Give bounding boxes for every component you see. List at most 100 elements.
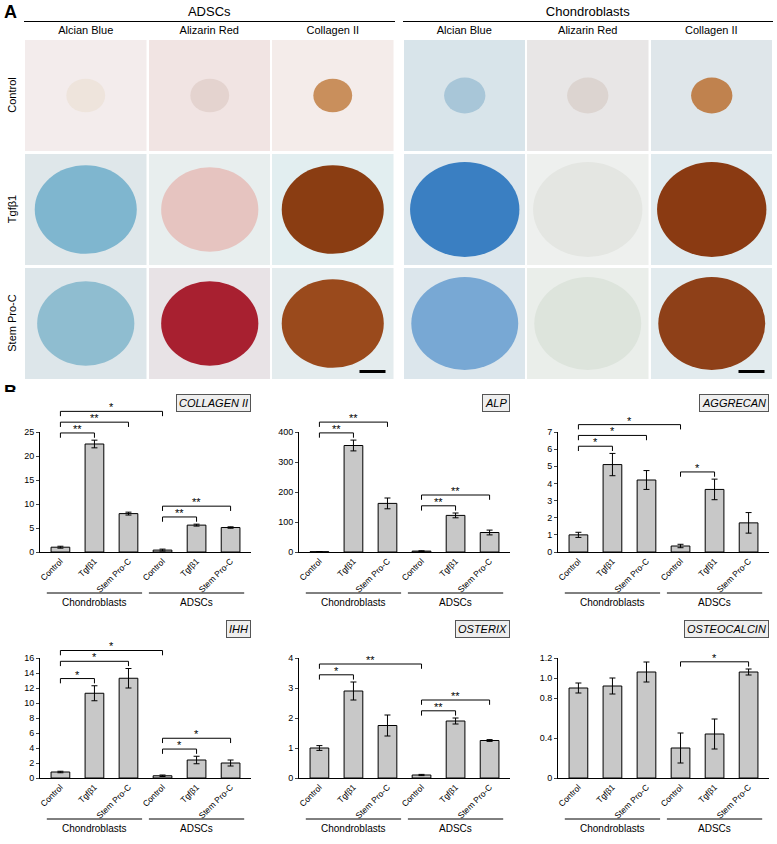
svg-text:Control: Control — [399, 782, 426, 809]
svg-text:Stem Pro-C: Stem Pro-C — [94, 556, 132, 594]
svg-text:*: * — [695, 462, 700, 474]
svg-text:2: 2 — [29, 758, 34, 768]
svg-text:15: 15 — [24, 475, 34, 485]
svg-text:Stem Pro-C: Stem Pro-C — [612, 556, 650, 594]
svg-text:Control: Control — [297, 556, 324, 583]
svg-text:100: 100 — [278, 517, 293, 527]
svg-text:**: ** — [349, 412, 358, 424]
svg-text:7: 7 — [547, 427, 552, 437]
svg-text:COLLAGEN II: COLLAGEN II — [179, 397, 248, 409]
svg-text:Control: Control — [658, 782, 685, 809]
svg-text:OSTEOCALCIN: OSTEOCALCIN — [687, 623, 766, 635]
svg-text:Stem Pro-C: Stem Pro-C — [197, 556, 235, 594]
svg-text:Stem Pro-C: Stem Pro-C — [94, 782, 132, 820]
svg-text:ADSCs: ADSCs — [180, 597, 213, 608]
svg-text:*: * — [712, 652, 717, 664]
svg-text:Stem Pro-C: Stem Pro-C — [456, 556, 494, 594]
svg-text:*: * — [109, 640, 114, 652]
svg-text:ADSCs: ADSCs — [439, 597, 472, 608]
svg-text:Control: Control — [38, 782, 65, 809]
svg-text:ADSCs: ADSCs — [439, 823, 472, 834]
svg-text:Stem Pro-C: Stem Pro-C — [715, 782, 753, 820]
svg-text:*: * — [92, 651, 97, 663]
svg-text:**: ** — [332, 423, 341, 435]
svg-text:Stem Pro-C: Stem Pro-C — [612, 782, 650, 820]
svg-text:*: * — [177, 739, 182, 751]
svg-text:400: 400 — [278, 427, 293, 437]
svg-text:OSTERIX: OSTERIX — [458, 623, 507, 635]
svg-text:5: 5 — [547, 461, 552, 471]
svg-text:**: ** — [73, 423, 82, 435]
svg-text:1.0: 1.0 — [540, 673, 553, 683]
svg-text:**: ** — [451, 485, 460, 497]
svg-text:Tgfβ1: Tgfβ1 — [437, 556, 460, 579]
svg-text:**: ** — [434, 496, 443, 508]
svg-text:Control: Control — [140, 782, 167, 809]
svg-text:**: ** — [451, 690, 460, 702]
svg-text:ADSCs: ADSCs — [180, 823, 213, 834]
svg-text:**: ** — [90, 412, 99, 424]
svg-text:8: 8 — [29, 713, 34, 723]
svg-text:Tgfβ1: Tgfβ1 — [76, 556, 99, 579]
svg-text:ALP: ALP — [485, 397, 507, 409]
svg-text:0: 0 — [29, 547, 34, 557]
svg-text:Chondroblasts: Chondroblasts — [321, 597, 385, 608]
svg-text:20: 20 — [24, 451, 34, 461]
svg-text:25: 25 — [24, 427, 34, 437]
svg-text:10: 10 — [24, 698, 34, 708]
svg-text:*: * — [627, 415, 632, 427]
svg-text:Control: Control — [556, 782, 583, 809]
svg-text:Tgfβ1: Tgfβ1 — [178, 556, 201, 579]
svg-text:Control: Control — [658, 556, 685, 583]
svg-text:Tgfβ1: Tgfβ1 — [335, 556, 358, 579]
svg-text:Tgfβ1: Tgfβ1 — [594, 556, 617, 579]
svg-text:Control: Control — [297, 782, 324, 809]
svg-text:4: 4 — [288, 653, 293, 663]
svg-text:Chondroblasts: Chondroblasts — [62, 597, 126, 608]
svg-text:2: 2 — [547, 513, 552, 523]
svg-text:*: * — [334, 665, 339, 677]
svg-text:*: * — [109, 401, 114, 413]
svg-text:*: * — [75, 669, 80, 681]
svg-text:Tgfβ1: Tgfβ1 — [76, 782, 99, 805]
svg-text:0: 0 — [547, 773, 552, 783]
svg-text:16: 16 — [24, 653, 34, 663]
svg-text:Stem Pro-C: Stem Pro-C — [353, 782, 391, 820]
svg-text:5: 5 — [29, 523, 34, 533]
svg-text:*: * — [194, 728, 199, 740]
svg-text:3: 3 — [288, 683, 293, 693]
svg-text:1: 1 — [547, 530, 552, 540]
svg-text:1.2: 1.2 — [540, 653, 553, 663]
svg-text:*: * — [610, 425, 615, 437]
svg-text:0: 0 — [288, 547, 293, 557]
svg-text:0: 0 — [288, 773, 293, 783]
svg-text:1: 1 — [288, 743, 293, 753]
svg-text:*: * — [593, 436, 598, 448]
svg-text:Control: Control — [399, 556, 426, 583]
svg-text:Control: Control — [140, 556, 167, 583]
svg-text:300: 300 — [278, 457, 293, 467]
svg-text:Stem Pro-C: Stem Pro-C — [353, 556, 391, 594]
svg-text:**: ** — [434, 701, 443, 713]
svg-text:12: 12 — [24, 683, 34, 693]
svg-text:Stem Pro-C: Stem Pro-C — [197, 782, 235, 820]
svg-text:200: 200 — [278, 487, 293, 497]
svg-text:6: 6 — [547, 444, 552, 454]
svg-text:Tgfβ1: Tgfβ1 — [696, 556, 719, 579]
svg-text:Chondroblasts: Chondroblasts — [321, 823, 385, 834]
svg-text:Stem Pro-C: Stem Pro-C — [715, 556, 753, 594]
svg-text:4: 4 — [547, 479, 552, 489]
svg-text:Chondroblasts: Chondroblasts — [580, 823, 644, 834]
svg-text:IHH: IHH — [229, 623, 248, 635]
svg-text:14: 14 — [24, 668, 34, 678]
svg-text:**: ** — [192, 496, 201, 508]
svg-text:Control: Control — [38, 556, 65, 583]
svg-text:0: 0 — [547, 547, 552, 557]
svg-text:Tgfβ1: Tgfβ1 — [696, 782, 719, 805]
svg-text:ADSCs: ADSCs — [698, 597, 731, 608]
svg-text:Control: Control — [556, 556, 583, 583]
svg-text:10: 10 — [24, 499, 34, 509]
svg-text:AGGRECAN: AGGRECAN — [702, 397, 766, 409]
svg-text:0.8: 0.8 — [540, 693, 553, 703]
svg-text:0: 0 — [29, 773, 34, 783]
